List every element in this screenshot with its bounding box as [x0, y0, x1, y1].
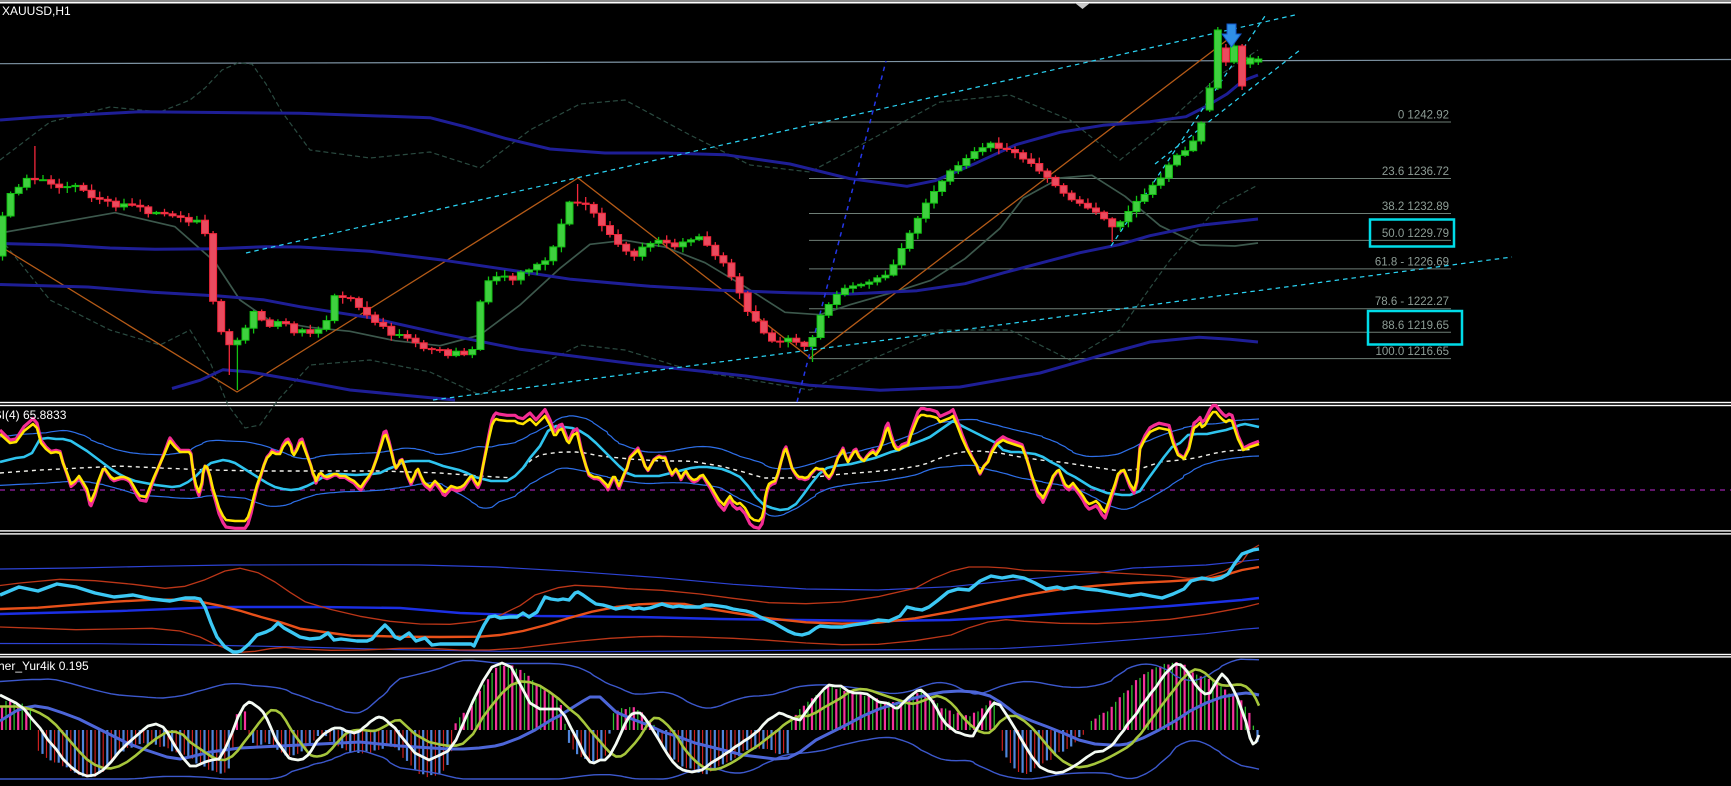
svg-text:RSI(4) 65.8833: RSI(4) 65.8833 [0, 408, 67, 422]
svg-text:38.2 1232.89: 38.2 1232.89 [1382, 201, 1449, 213]
svg-text:Fisher_Yur4ik 0.195: Fisher_Yur4ik 0.195 [0, 659, 89, 673]
svg-text:50.0 1229.79: 50.0 1229.79 [1382, 228, 1449, 240]
svg-text:61.8 - 1226.69: 61.8 - 1226.69 [1375, 256, 1449, 268]
svg-text:0 1242.92: 0 1242.92 [1398, 110, 1449, 122]
svg-text:23.6 1236.72: 23.6 1236.72 [1382, 166, 1449, 178]
svg-text:78.6 - 1222.27: 78.6 - 1222.27 [1375, 296, 1449, 308]
svg-text:88.6 1219.65: 88.6 1219.65 [1382, 320, 1449, 332]
svg-text:XAUUSD,H1: XAUUSD,H1 [2, 4, 71, 18]
svg-text:100.0 1216.65: 100.0 1216.65 [1375, 346, 1449, 358]
